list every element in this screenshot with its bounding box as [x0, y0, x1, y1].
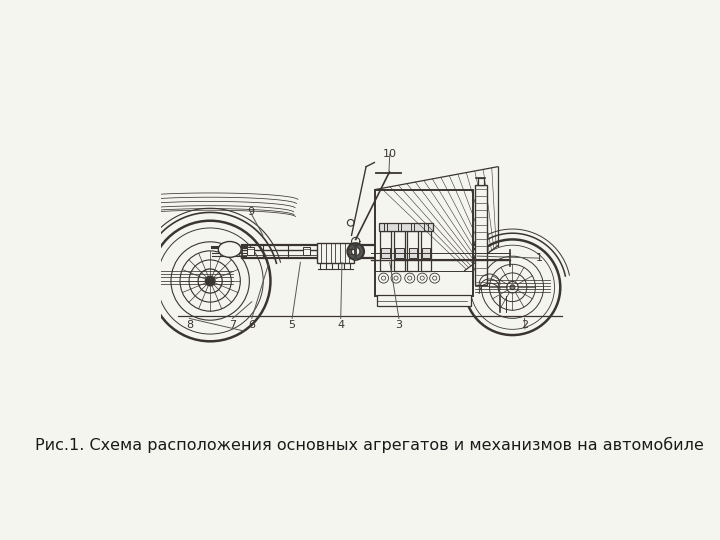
- Bar: [379, 223, 433, 231]
- Text: 8: 8: [186, 320, 193, 330]
- Text: 2: 2: [521, 320, 528, 330]
- Text: Рис.1. Схема расположения основных агрегатов и механизмов на автомобиле: Рис.1. Схема расположения основных агрег…: [35, 437, 703, 454]
- Text: 1: 1: [536, 253, 543, 263]
- Text: 4: 4: [337, 320, 344, 330]
- Bar: [420, 231, 431, 271]
- Bar: [375, 190, 473, 295]
- Text: 5: 5: [289, 320, 296, 330]
- Text: 9: 9: [247, 207, 254, 218]
- Bar: [377, 295, 471, 306]
- Bar: [477, 178, 484, 185]
- Circle shape: [510, 285, 515, 289]
- Bar: [380, 231, 391, 271]
- Circle shape: [205, 276, 215, 286]
- Circle shape: [351, 247, 360, 255]
- Bar: [395, 248, 403, 258]
- Bar: [408, 231, 418, 271]
- Bar: [408, 248, 417, 258]
- Text: 3: 3: [395, 320, 402, 330]
- Bar: [303, 247, 310, 255]
- Circle shape: [347, 243, 364, 260]
- Text: 6: 6: [248, 320, 256, 330]
- Bar: [247, 247, 254, 255]
- Bar: [382, 248, 390, 258]
- Bar: [475, 185, 487, 285]
- Bar: [422, 248, 430, 258]
- Text: 7: 7: [229, 320, 236, 330]
- Bar: [394, 231, 405, 271]
- Ellipse shape: [218, 241, 241, 258]
- Bar: [317, 243, 354, 263]
- Text: 10: 10: [383, 149, 397, 159]
